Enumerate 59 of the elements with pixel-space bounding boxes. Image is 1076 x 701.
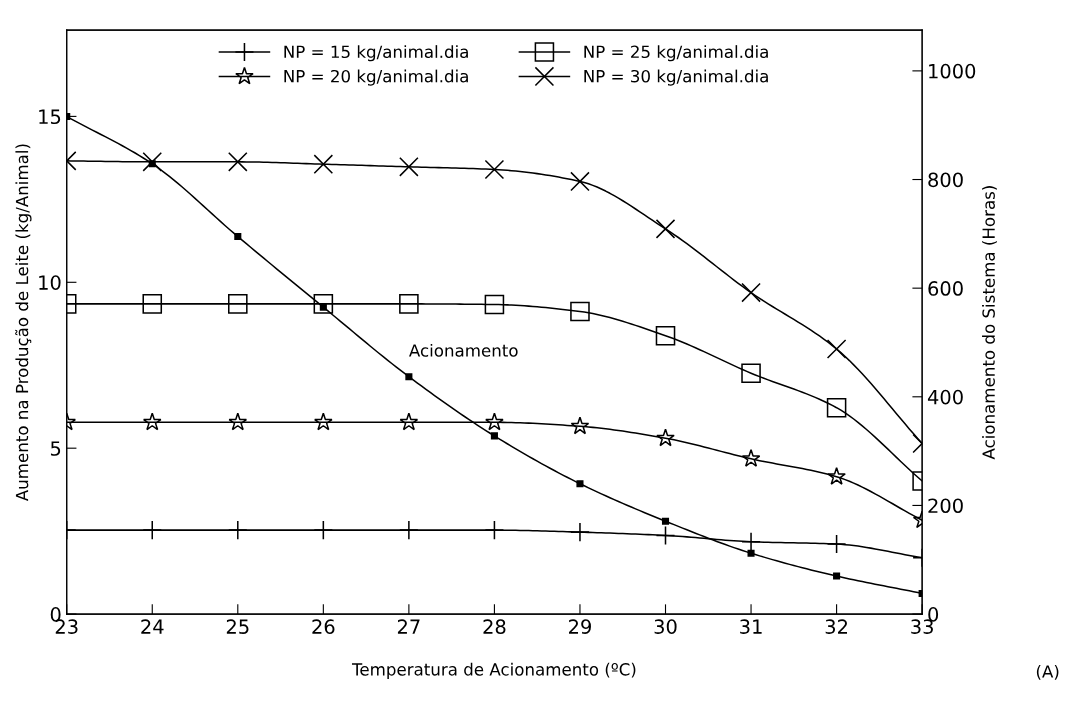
y2-tick-label: 1000 bbox=[929, 63, 976, 79]
legend-label: NP = 30 kg/animal.dia bbox=[584, 69, 768, 86]
point bbox=[313, 154, 334, 174]
point bbox=[826, 339, 847, 359]
point bbox=[570, 171, 590, 192]
y-tick-label: 15 bbox=[39, 109, 61, 125]
point bbox=[741, 363, 761, 383]
point bbox=[661, 517, 670, 525]
x-axis-title: Temperatura de Acionamento (ºC) bbox=[351, 662, 636, 679]
point bbox=[741, 282, 761, 303]
x-tick-label: 30 bbox=[654, 619, 677, 634]
point bbox=[234, 233, 242, 241]
point bbox=[827, 466, 846, 485]
x-tick-label: 29 bbox=[569, 619, 591, 634]
legend-label: NP = 15 kg/animal.dia bbox=[284, 45, 468, 62]
point bbox=[485, 412, 504, 431]
y-axis-title: Aumento na Produção de Leite (kg/Animal) bbox=[15, 144, 32, 502]
x-tick-label: 32 bbox=[825, 619, 848, 634]
x-tick-label: 24 bbox=[141, 619, 164, 634]
point bbox=[399, 157, 419, 177]
x-tick-label: 27 bbox=[397, 619, 420, 634]
point bbox=[405, 373, 413, 381]
point bbox=[570, 416, 590, 435]
point bbox=[833, 572, 841, 580]
y2-tick-label: 800 bbox=[928, 172, 963, 188]
point bbox=[576, 480, 584, 488]
x-tick-label: 26 bbox=[312, 619, 335, 634]
point bbox=[228, 152, 248, 172]
point bbox=[826, 397, 847, 418]
x-tick-label: 28 bbox=[483, 619, 506, 634]
point bbox=[148, 160, 156, 168]
y2-tick-label: 600 bbox=[928, 281, 963, 296]
x-tick-label: 25 bbox=[226, 619, 249, 634]
series-label: Acionamento bbox=[409, 343, 518, 357]
legend-label: NP = 20 kg/animal.dia bbox=[284, 69, 468, 86]
point bbox=[142, 294, 163, 314]
point bbox=[490, 432, 498, 440]
y2-tick-label: 400 bbox=[927, 389, 963, 405]
point bbox=[741, 449, 761, 467]
point bbox=[570, 301, 590, 322]
point bbox=[399, 412, 419, 431]
point bbox=[228, 294, 248, 314]
y-tick-label: 5 bbox=[50, 441, 61, 456]
text: (A) bbox=[1036, 664, 1059, 680]
point bbox=[399, 294, 419, 314]
point bbox=[655, 219, 676, 239]
point bbox=[747, 549, 755, 557]
point bbox=[142, 412, 162, 431]
y2-tick-label: 200 bbox=[928, 498, 963, 514]
point bbox=[228, 412, 248, 431]
y2-axis-title: Acionamento do Sistema (Horas) bbox=[982, 186, 997, 460]
legend-label: NP = 25 kg/animal.dia bbox=[584, 45, 768, 62]
point bbox=[313, 412, 333, 431]
point bbox=[484, 294, 505, 315]
point bbox=[313, 294, 334, 314]
point bbox=[655, 325, 676, 346]
point bbox=[656, 428, 675, 447]
y-tick-label: 10 bbox=[39, 275, 61, 290]
x-tick-label: 31 bbox=[740, 619, 762, 634]
